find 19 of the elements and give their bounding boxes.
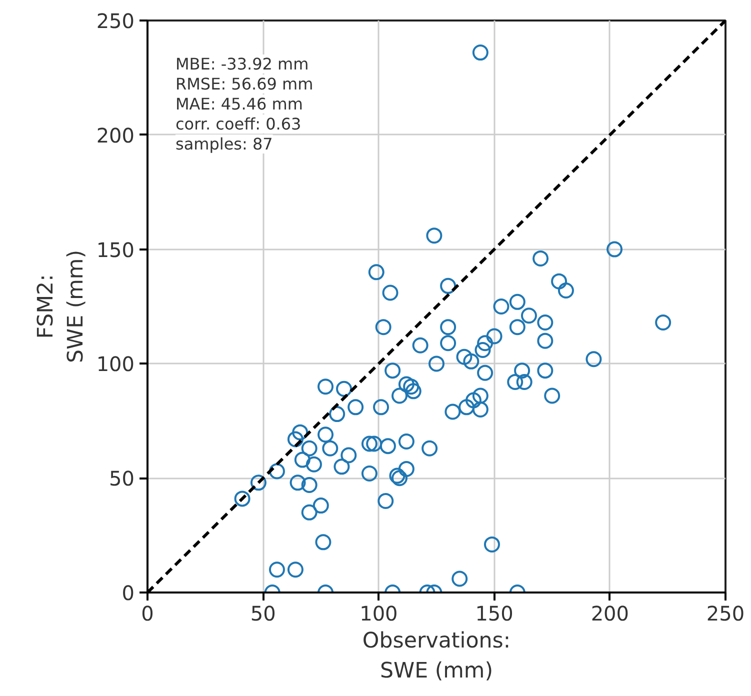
annotation: MAE: 45.46 mm [176, 94, 303, 114]
x-tick-label: 200 [590, 602, 629, 626]
y-tick-label: 200 [96, 123, 135, 148]
y-tick-label: 150 [96, 238, 135, 262]
annotation: MBE: -33.92 mm [176, 54, 309, 74]
x-tick-label: 250 [706, 602, 745, 626]
x-tick-label: 50 [250, 602, 276, 626]
y-tick-label: 50 [109, 466, 135, 491]
y-tick-label: 0 [122, 581, 135, 605]
annotation: corr. coeff: 0.63 [176, 114, 302, 134]
annotation: RMSE: 56.69 mm [176, 74, 314, 94]
x-axis-title: Observations: SWE (mm) [362, 628, 511, 684]
y-axis-title: FSM2: SWE (mm) [33, 250, 88, 364]
y-tick-label: 100 [96, 352, 135, 376]
y-tick-label: 250 [96, 9, 135, 33]
annotation: samples: 87 [176, 134, 273, 154]
x-tick-label: 0 [141, 602, 154, 626]
x-tick-label: 100 [360, 602, 398, 626]
x-tick-label: 150 [475, 602, 514, 626]
